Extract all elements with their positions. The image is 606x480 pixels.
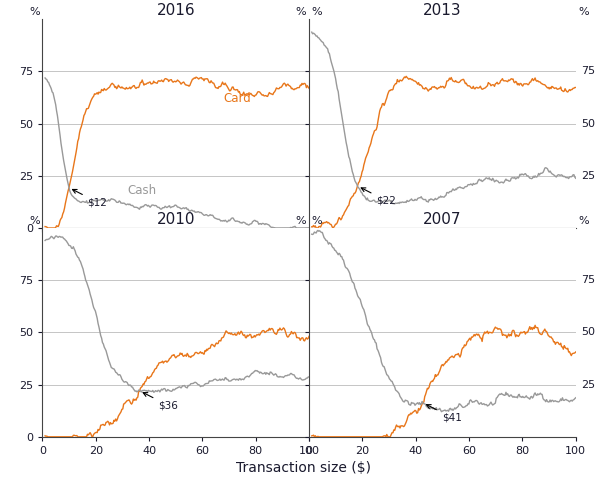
Title: 2016: 2016	[156, 3, 195, 18]
Title: 2013: 2013	[423, 3, 462, 18]
Text: %: %	[311, 7, 322, 17]
Text: 75: 75	[581, 66, 595, 76]
Text: $41: $41	[427, 405, 462, 422]
Text: Cash: Cash	[128, 184, 157, 197]
Text: 50: 50	[581, 327, 595, 337]
Text: $22: $22	[361, 188, 396, 205]
Text: 75: 75	[581, 275, 595, 285]
Text: $36: $36	[143, 393, 178, 410]
Text: %: %	[296, 7, 307, 17]
Text: %: %	[578, 7, 589, 17]
Text: %: %	[578, 216, 589, 226]
Text: Transaction size ($): Transaction size ($)	[236, 461, 370, 475]
Title: 2007: 2007	[423, 212, 462, 227]
Text: 25: 25	[581, 380, 595, 390]
Text: 50: 50	[581, 119, 595, 129]
Text: %: %	[311, 216, 322, 226]
Title: 2010: 2010	[156, 212, 195, 227]
Text: %: %	[296, 216, 307, 226]
Text: $12: $12	[73, 190, 107, 207]
Text: %: %	[29, 7, 40, 17]
Text: Card: Card	[224, 92, 251, 105]
Text: 25: 25	[581, 171, 595, 181]
Text: %: %	[29, 216, 40, 226]
